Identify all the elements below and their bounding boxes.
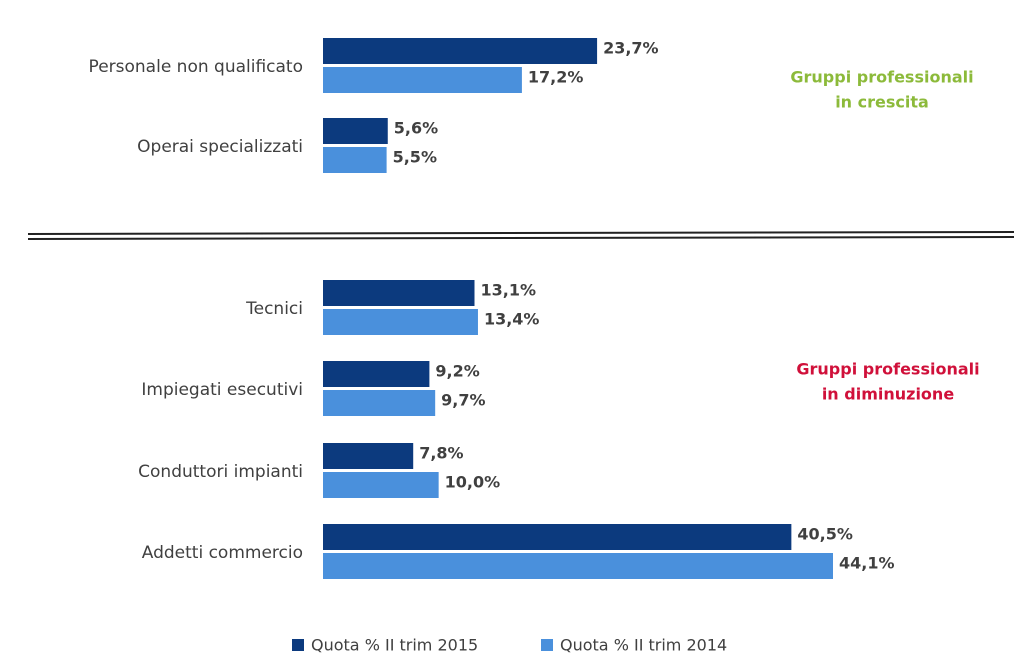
value-label: 5,6% [394, 119, 438, 138]
annotation: in diminuzione [822, 385, 955, 404]
bar [323, 309, 478, 335]
bar [323, 147, 387, 173]
category-label: Operai specializzati [137, 137, 303, 157]
value-label: 10,0% [445, 473, 501, 492]
value-label: 7,8% [419, 444, 463, 463]
value-label: 9,2% [435, 362, 479, 381]
bar [323, 524, 792, 550]
category-label: Impiegati esecutivi [141, 380, 303, 400]
annotation: Gruppi professionali [796, 360, 979, 379]
value-label: 44,1% [839, 554, 895, 573]
category-label: Tecnici [245, 299, 303, 319]
bar [323, 280, 475, 306]
legend-label: Quota % II trim 2014 [560, 636, 727, 655]
category-label: Addetti commercio [142, 543, 303, 563]
value-label: 13,4% [484, 310, 540, 329]
bar [323, 361, 430, 387]
divider [27, 236, 1015, 240]
value-label: 17,2% [528, 68, 584, 87]
bar [323, 38, 598, 64]
category-label: Conduttori impianti [138, 462, 303, 482]
value-label: 13,1% [480, 281, 536, 300]
category-label: Personale non qualificato [89, 57, 303, 77]
bar [323, 472, 439, 498]
value-label: 5,5% [393, 148, 437, 167]
annotation: in crescita [835, 93, 929, 112]
bar [323, 67, 522, 93]
value-label: 9,7% [441, 391, 485, 410]
annotation: Gruppi professionali [790, 68, 973, 87]
bar [323, 390, 436, 416]
legend-label: Quota % II trim 2015 [311, 636, 478, 655]
legend-swatch [541, 639, 553, 651]
legend-swatch [292, 639, 304, 651]
value-label: 23,7% [603, 39, 659, 58]
value-label: 40,5% [797, 525, 853, 544]
divider [27, 231, 1015, 235]
bar [323, 553, 833, 579]
bar [323, 443, 414, 469]
bar [323, 118, 388, 144]
